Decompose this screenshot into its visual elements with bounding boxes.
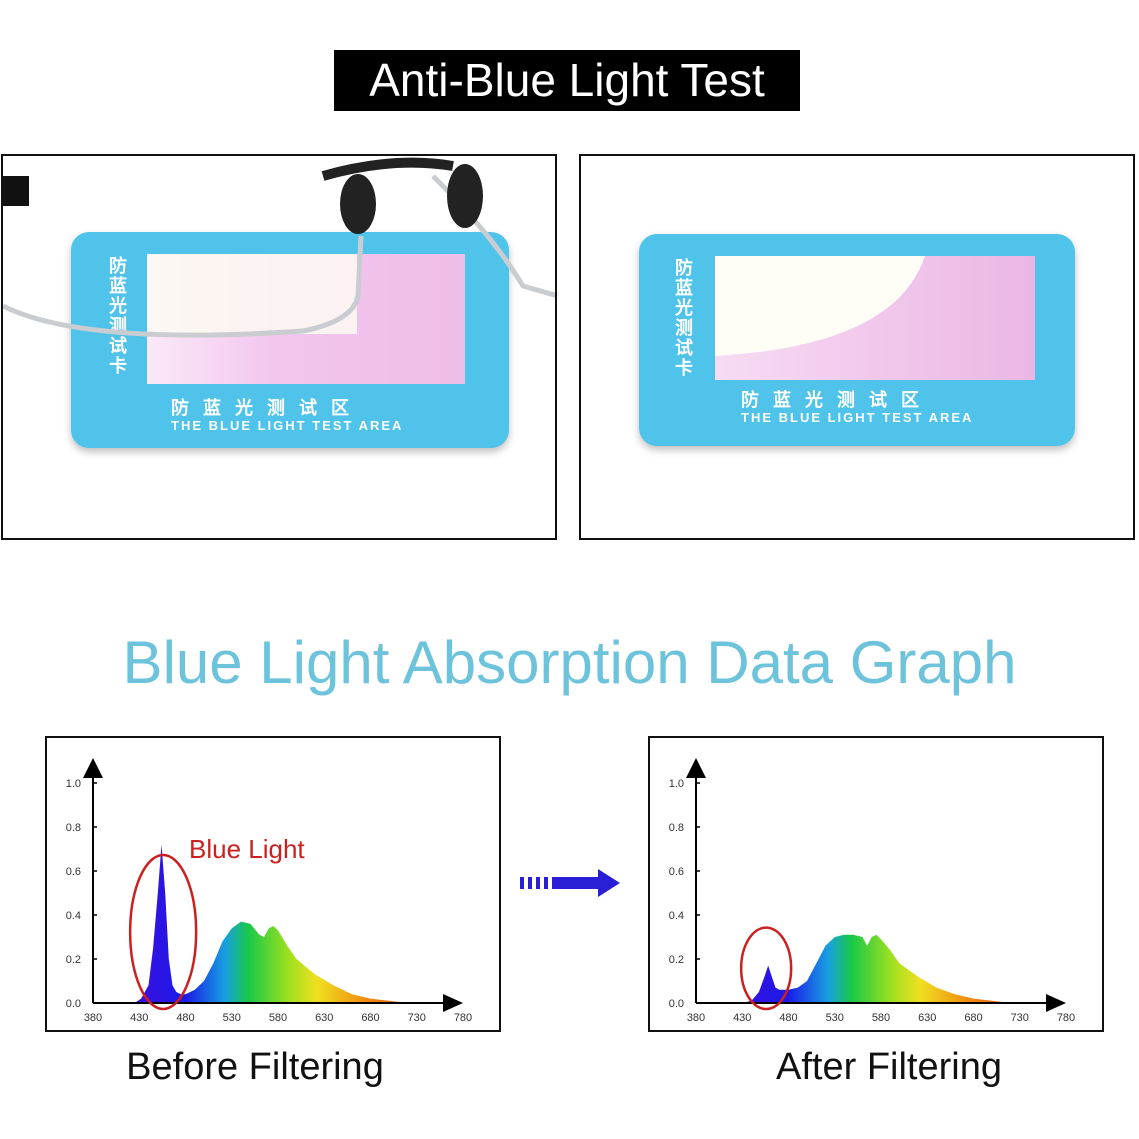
card-chinese-text: 防蓝光测试区 [171,398,363,419]
x-tick-label: 680 [361,1012,379,1024]
card-english-text: THE BLUE LIGHT TEST AREA [171,418,404,433]
chart-before-filtering: 0.0 0.2 0.4 0.6 0.8 1.0 380 430 480 530 580 630 680 7… [45,736,501,1032]
x-tick-label: 780 [1057,1012,1075,1024]
card-test-window [147,254,465,384]
card-vertical-text: 防蓝光测试卡 [106,256,127,376]
blue-light-highlight [128,853,198,1011]
photo-without-glasses: 防蓝光测试卡 防蓝光测试区 THE BLUE LIGHT TEST AREA [1,154,557,540]
y-tick-label: 0.6 [66,866,81,878]
x-tick-label: 480 [176,1012,194,1024]
y-axis-arrow-icon [83,758,103,778]
card-english-text: THE BLUE LIGHT TEST AREA [741,410,974,425]
x-axis-arrow-icon [443,994,463,1012]
x-tick-label: 480 [779,1012,797,1024]
caption-after-filtering: After Filtering [776,1046,1002,1088]
test-card: 防蓝光测试卡 防蓝光测试区 THE BLUE LIGHT TEST AREA [71,232,509,448]
x-tick-label: 580 [269,1012,287,1024]
card-test-window [715,256,1035,380]
x-tick-label: 630 [315,1012,333,1024]
y-tick-label: 0.8 [669,822,684,834]
card-vertical-text: 防蓝光测试卡 [672,258,693,378]
y-tick-label: 0.6 [669,866,684,878]
graph-title: Blue Light Absorption Data Graph [122,629,1017,696]
caption-before-filtering: Before Filtering [126,1046,384,1088]
card-chinese-text: 防蓝光测试区 [741,390,933,411]
spectrum-area [134,844,426,1003]
x-tick-label: 430 [130,1012,148,1024]
x-tick-label: 630 [918,1012,936,1024]
x-tick-label: 780 [454,1012,472,1024]
spectrum-chart: 0.0 0.2 0.4 0.6 0.8 1.0 380 430 480 530 580 630 680 7… [669,758,1075,1024]
x-tick-label: 530 [223,1012,241,1024]
y-tick-label: 0.0 [66,998,81,1010]
glasses-frame [3,157,555,338]
y-tick-label: 0.2 [669,954,684,966]
x-tick-label: 730 [1011,1012,1029,1024]
x-tick-label: 680 [964,1012,982,1024]
x-tick-label: 430 [733,1012,751,1024]
y-tick-label: 0.4 [66,910,81,922]
y-tick-label: 1.0 [669,778,684,790]
x-tick-label: 730 [408,1012,426,1024]
right-arrow-icon [520,869,620,897]
chart-after-filtering: 0.0 0.2 0.4 0.6 0.8 1.0 380 430 480 530 580 630 680 7… [648,736,1104,1032]
x-tick-label: 380 [84,1012,102,1024]
test-card: 防蓝光测试卡 防蓝光测试区 THE BLUE LIGHT TEST AREA [639,234,1075,446]
y-tick-label: 0.8 [66,822,81,834]
blue-light-label: Blue Light [189,834,305,864]
y-tick-label: 0.4 [669,910,684,922]
y-axis-arrow-icon [686,758,706,778]
blue-light-highlight [739,926,793,1011]
spectrum-chart: 0.0 0.2 0.4 0.6 0.8 1.0 380 430 480 530 580 630 680 7… [66,758,472,1024]
x-tick-label: 580 [872,1012,890,1024]
x-axis-arrow-icon [1046,994,1066,1012]
y-tick-label: 0.0 [669,998,684,1010]
y-tick-label: 1.0 [66,778,81,790]
y-tick-label: 0.2 [66,954,81,966]
x-tick-label: 380 [687,1012,705,1024]
photo-with-glasses: 防蓝光测试卡 防蓝光测试区 THE BLUE LIGHT TEST AREA [579,154,1135,540]
page-title: Anti-Blue Light Test [334,50,800,111]
x-tick-label: 530 [826,1012,844,1024]
spectrum-area [742,934,1029,1003]
